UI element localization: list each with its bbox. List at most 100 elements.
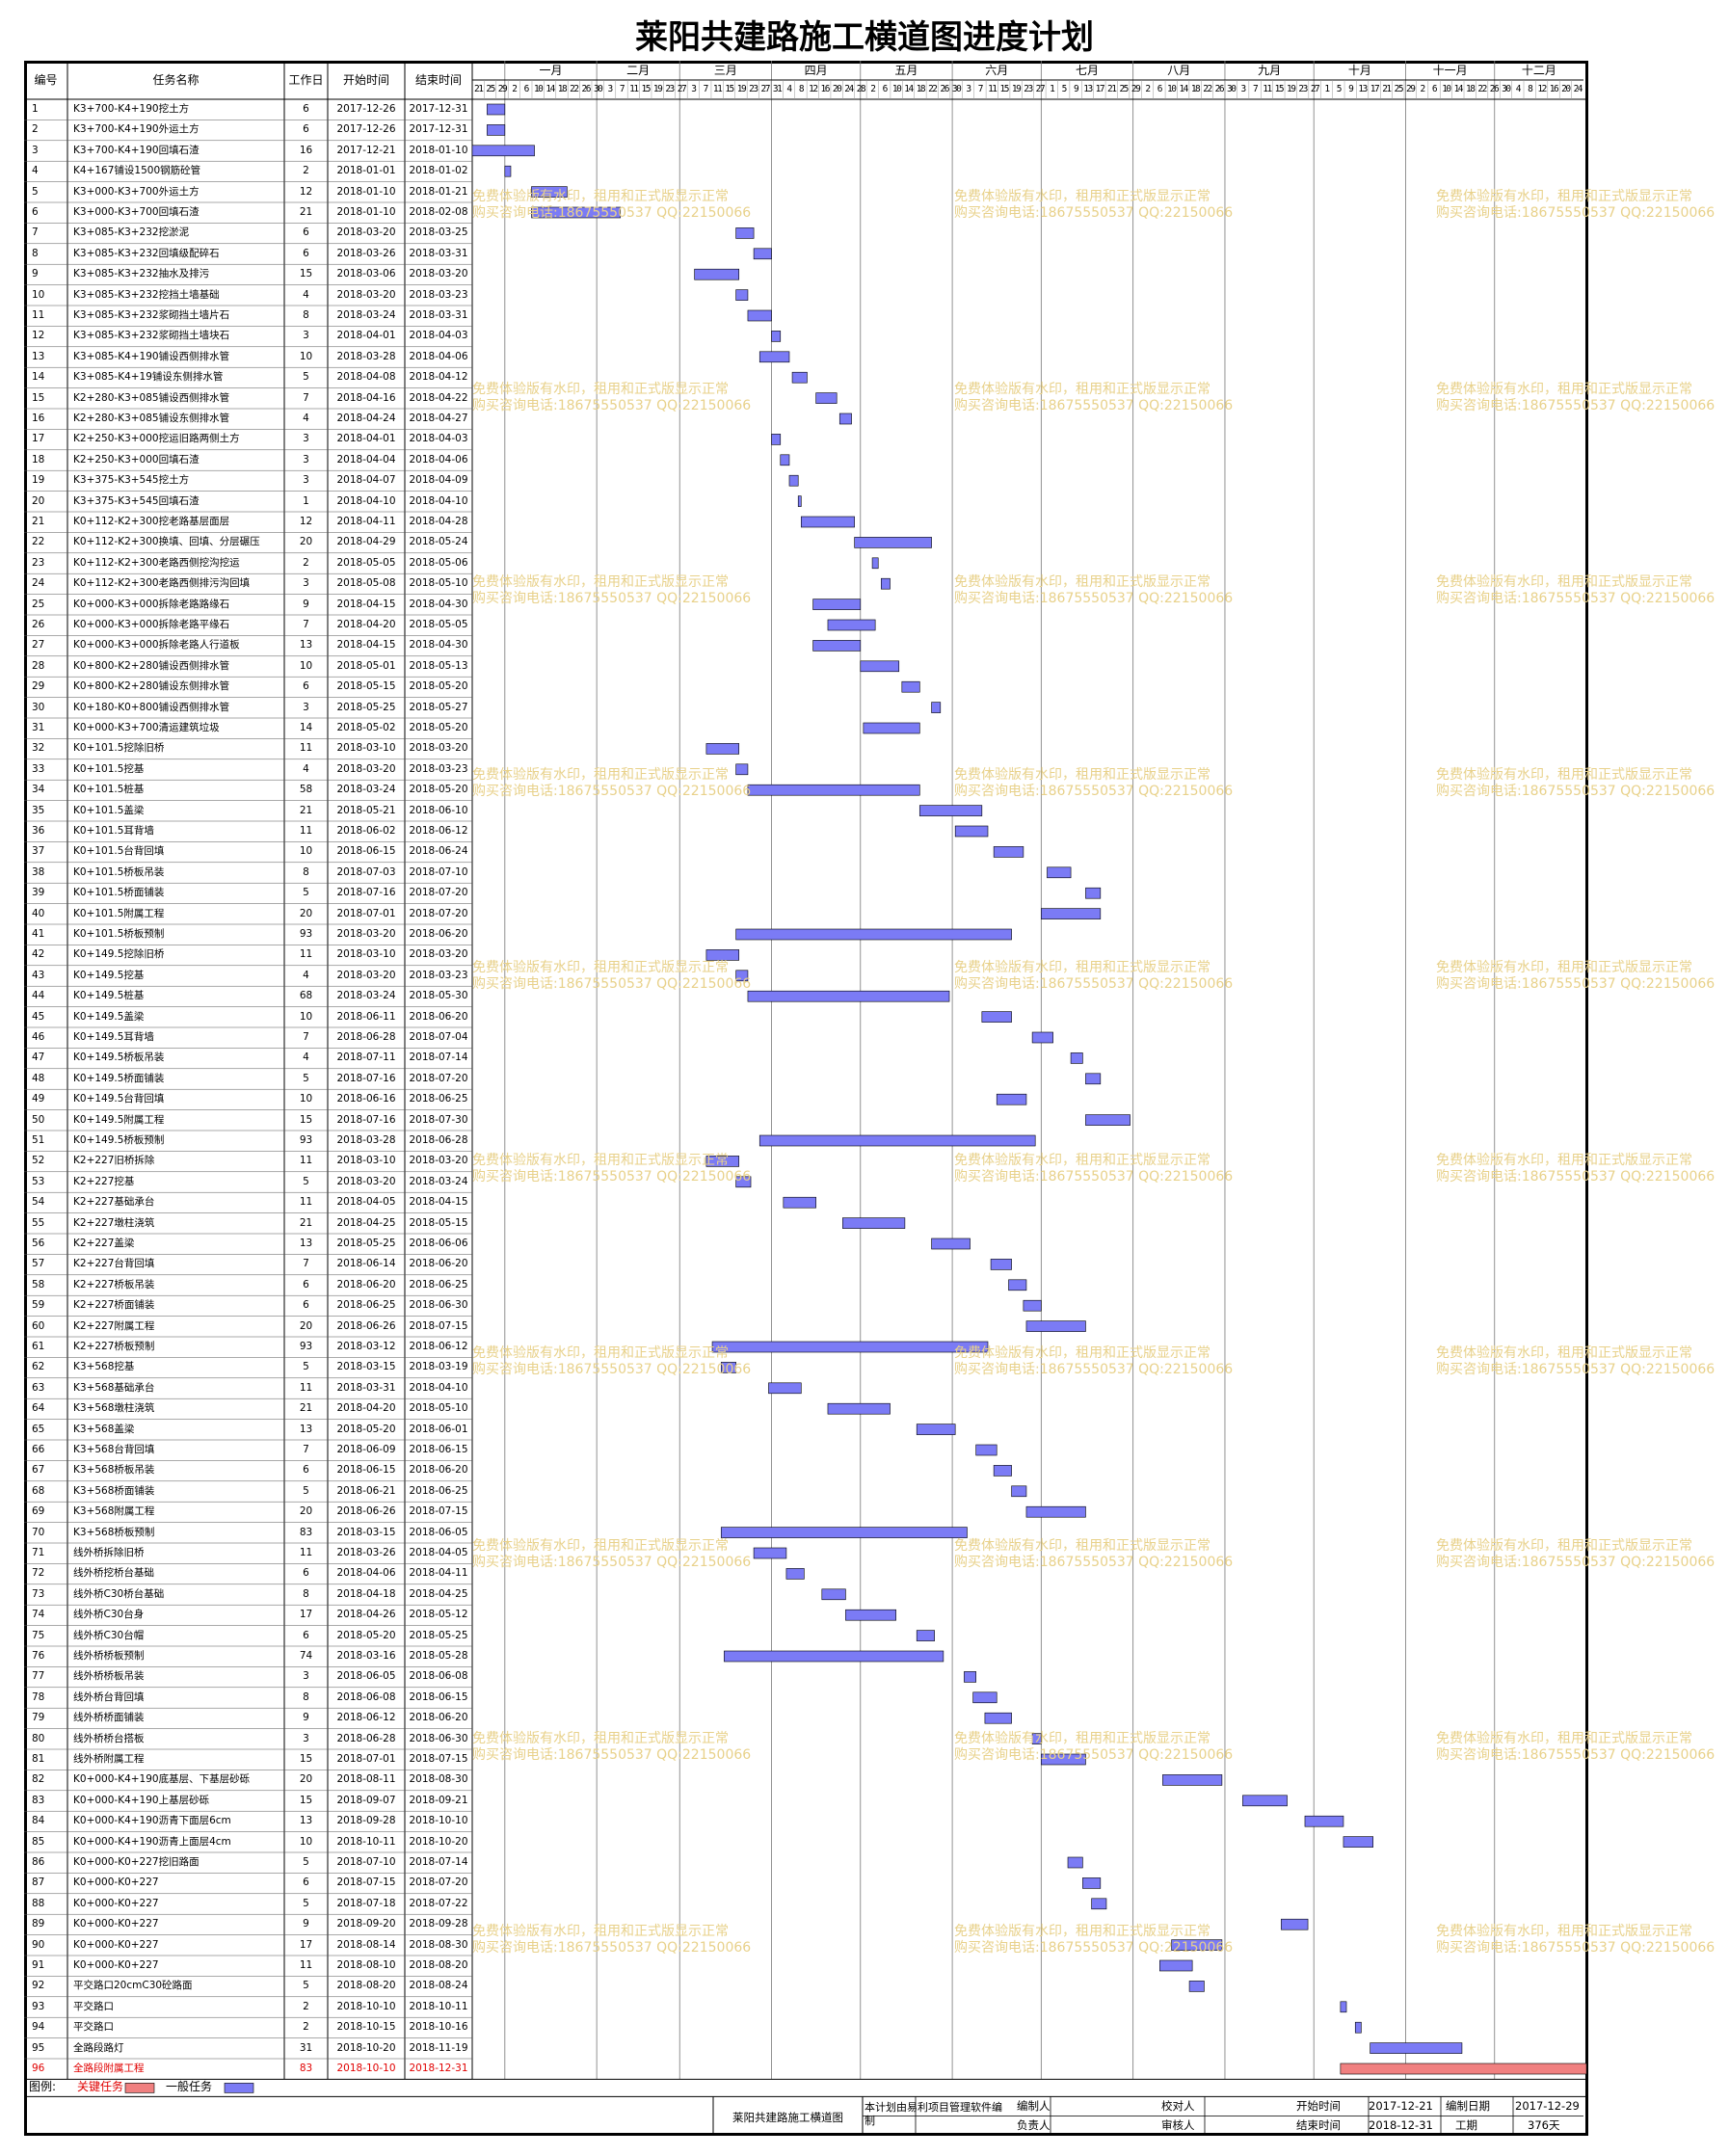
task-duration: 8 bbox=[303, 1587, 309, 1600]
tick-label: 19 bbox=[1011, 84, 1022, 94]
tick-label: 21 bbox=[1107, 84, 1117, 94]
task-name: K0+101.5挖基 bbox=[73, 762, 145, 775]
tick-label: 18 bbox=[557, 84, 568, 94]
task-id: 33 bbox=[32, 762, 45, 775]
task-start: 2018-03-15 bbox=[336, 1526, 396, 1538]
task-bar bbox=[827, 619, 876, 631]
task-id: 35 bbox=[32, 804, 45, 816]
task-bar bbox=[788, 474, 799, 487]
task-bar bbox=[871, 557, 879, 570]
task-duration: 4 bbox=[303, 288, 309, 301]
task-bar bbox=[735, 763, 749, 776]
footer-start-value: 2017-12-21 bbox=[1369, 2099, 1433, 2114]
task-end: 2018-08-20 bbox=[409, 1959, 468, 1971]
legend-critical-swatch bbox=[124, 2083, 155, 2093]
task-id: 51 bbox=[32, 1134, 45, 1146]
task-id: 81 bbox=[32, 1753, 45, 1765]
task-start: 2018-10-20 bbox=[336, 2041, 396, 2054]
task-id: 16 bbox=[32, 413, 45, 424]
tick-label: 15 bbox=[641, 84, 652, 94]
task-start: 2018-08-10 bbox=[336, 1959, 396, 1971]
tick-label: 22 bbox=[1203, 84, 1212, 94]
task-end: 2018-06-20 bbox=[409, 1010, 468, 1023]
legend-normal-swatch bbox=[224, 2083, 254, 2093]
task-name: K3+375-K3+545回填石渣 bbox=[73, 494, 200, 507]
tick-label: 6 bbox=[882, 84, 889, 94]
tick-label: 15 bbox=[725, 84, 734, 94]
task-name: K0+112-K2+300换填、回填、分层碾压 bbox=[73, 536, 260, 548]
task-id: 55 bbox=[32, 1216, 45, 1229]
task-start: 2018-03-26 bbox=[336, 1547, 396, 1558]
task-start: 2018-10-10 bbox=[336, 2000, 396, 2012]
task-bar bbox=[504, 165, 512, 177]
task-duration: 7 bbox=[303, 1258, 309, 1270]
task-duration: 7 bbox=[303, 1031, 309, 1043]
task-bar bbox=[531, 186, 568, 198]
task-id: 45 bbox=[32, 1010, 45, 1023]
task-duration: 11 bbox=[299, 1196, 313, 1209]
task-start: 2017-12-21 bbox=[336, 144, 396, 156]
tick-label: 29 bbox=[497, 84, 508, 94]
month-label: 五月 bbox=[894, 64, 918, 77]
task-start: 2018-01-01 bbox=[336, 165, 396, 177]
tick-label: 2 bbox=[1145, 84, 1151, 94]
task-duration: 3 bbox=[303, 577, 309, 590]
task-start: 2018-06-26 bbox=[336, 1319, 396, 1332]
col-header-dur: 工作日 bbox=[288, 73, 324, 87]
task-name: K3+700-K4+190外运土方 bbox=[73, 123, 200, 136]
task-end: 2018-06-12 bbox=[409, 825, 468, 837]
task-id: 14 bbox=[32, 371, 45, 384]
task-duration: 11 bbox=[299, 1547, 313, 1558]
task-id: 15 bbox=[32, 391, 45, 404]
task-end: 2018-07-30 bbox=[409, 1113, 468, 1126]
col-header-name: 任务名称 bbox=[152, 73, 200, 87]
task-bar bbox=[1343, 1836, 1373, 1848]
tick-label: 5 bbox=[1336, 84, 1343, 94]
task-id: 75 bbox=[32, 1629, 45, 1641]
task-name: K0+149.5桥板吊装 bbox=[73, 1051, 165, 1064]
gantt-frame bbox=[24, 61, 1588, 2136]
task-end: 2018-07-20 bbox=[409, 887, 468, 899]
task-start: 2018-04-01 bbox=[336, 330, 396, 342]
task-bar bbox=[785, 1568, 805, 1580]
task-duration: 15 bbox=[299, 1113, 313, 1126]
task-name: K0+101.5挖除旧桥 bbox=[73, 742, 165, 755]
task-end: 2018-06-30 bbox=[409, 1299, 468, 1312]
task-start: 2018-04-18 bbox=[336, 1587, 396, 1600]
task-start: 2018-06-21 bbox=[336, 1484, 396, 1497]
task-id: 46 bbox=[32, 1031, 45, 1043]
task-duration: 17 bbox=[299, 1938, 313, 1951]
task-start: 2018-04-29 bbox=[336, 536, 396, 548]
task-end: 2017-12-31 bbox=[409, 123, 468, 136]
task-bar bbox=[821, 1588, 846, 1601]
tick-label: 4 bbox=[1515, 84, 1522, 94]
task-bar bbox=[827, 1402, 891, 1415]
task-end: 2018-07-10 bbox=[409, 865, 468, 878]
task-start: 2018-03-24 bbox=[336, 784, 396, 796]
task-id: 37 bbox=[32, 845, 45, 858]
task-bar bbox=[1011, 1485, 1027, 1498]
task-start: 2018-06-28 bbox=[336, 1732, 396, 1744]
task-name: K0+101.5盖梁 bbox=[73, 804, 145, 816]
task-name: K2+280-K3+085铺设东侧排水管 bbox=[73, 413, 230, 424]
task-id: 65 bbox=[32, 1423, 45, 1435]
task-duration: 11 bbox=[299, 948, 313, 961]
tick-label: 10 bbox=[1442, 84, 1451, 94]
task-bar bbox=[1082, 1877, 1102, 1889]
task-duration: 20 bbox=[299, 1773, 313, 1786]
task-end: 2018-09-28 bbox=[409, 1918, 468, 1930]
task-id: 88 bbox=[32, 1897, 45, 1909]
tick-label: 10 bbox=[1167, 84, 1177, 94]
task-end: 2018-07-15 bbox=[409, 1319, 468, 1332]
task-name: K0+000-K3+000拆除老路平缘石 bbox=[73, 619, 230, 630]
task-name: K0+149.5桥面铺装 bbox=[73, 1072, 165, 1084]
month-label: 六月 bbox=[985, 64, 1009, 77]
tick-label: 30 bbox=[1502, 84, 1511, 94]
task-id: 24 bbox=[32, 577, 45, 590]
task-duration: 31 bbox=[299, 2041, 313, 2054]
task-start: 2018-05-15 bbox=[336, 680, 396, 693]
tick-label: 26 bbox=[940, 84, 949, 94]
task-duration: 7 bbox=[303, 619, 309, 630]
task-bar bbox=[735, 227, 755, 239]
